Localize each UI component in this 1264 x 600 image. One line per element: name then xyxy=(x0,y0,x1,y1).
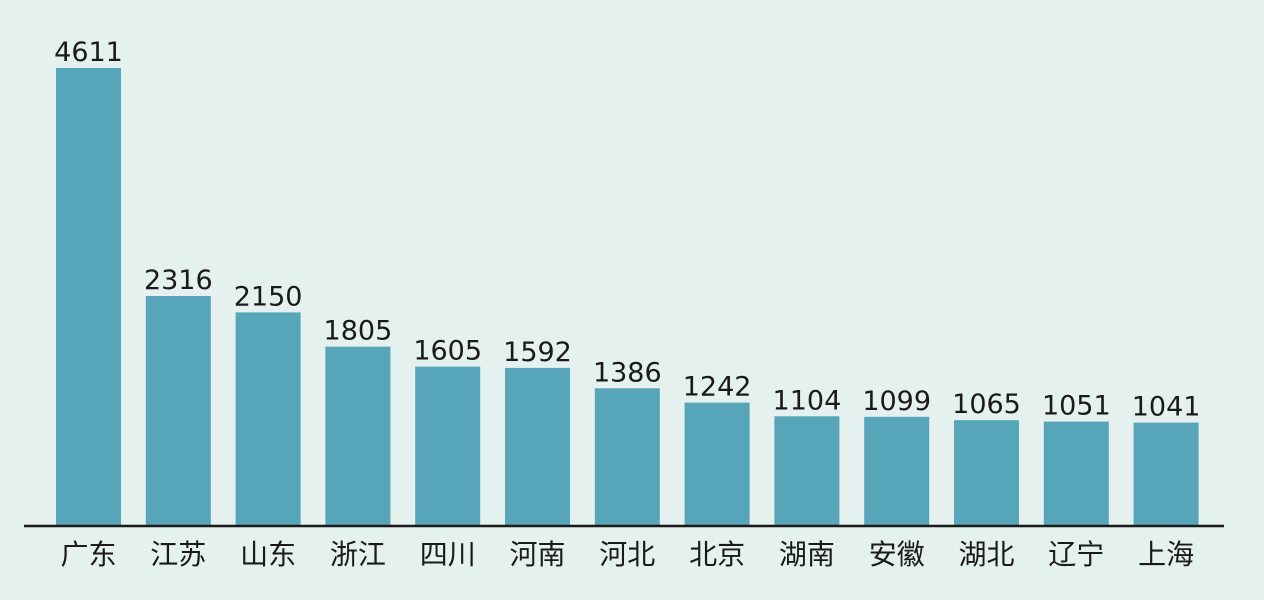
category-label: 湖南 xyxy=(779,538,835,571)
bar-11 xyxy=(954,420,1019,526)
value-label: 1099 xyxy=(862,386,931,417)
category-label: 辽宁 xyxy=(1048,538,1104,571)
category-label: 四川 xyxy=(420,538,476,571)
value-label: 1805 xyxy=(324,316,393,347)
value-label: 1242 xyxy=(683,372,752,403)
value-label: 1592 xyxy=(503,337,572,368)
value-label: 1051 xyxy=(1042,391,1111,422)
category-label: 江苏 xyxy=(150,538,206,571)
value-label: 4611 xyxy=(54,37,123,68)
category-label: 北京 xyxy=(689,538,745,571)
bar-10 xyxy=(864,416,930,526)
bar-4 xyxy=(325,346,391,526)
bar-1 xyxy=(56,68,121,526)
bar-9 xyxy=(774,416,840,526)
category-label: 广东 xyxy=(60,538,116,571)
value-label: 1104 xyxy=(773,385,842,416)
bar-6 xyxy=(505,367,570,526)
category-label: 河南 xyxy=(509,538,565,571)
category-label: 上海 xyxy=(1138,538,1194,571)
category-label: 山东 xyxy=(240,538,296,571)
bar-12 xyxy=(1043,421,1109,526)
bar-13 xyxy=(1133,422,1199,526)
category-label: 河北 xyxy=(599,538,655,571)
category-label: 安徽 xyxy=(869,538,925,571)
value-label: 1605 xyxy=(413,336,482,367)
value-label: 1386 xyxy=(593,357,662,388)
category-label: 湖北 xyxy=(958,538,1014,571)
bar-2 xyxy=(145,296,211,526)
category-label: 浙江 xyxy=(330,538,386,571)
value-label: 1041 xyxy=(1132,392,1201,423)
bar-3 xyxy=(235,312,301,526)
bar-8 xyxy=(684,402,750,526)
value-label: 2150 xyxy=(234,281,303,312)
value-labels-group: 4611 2316 2150 1805 1605 1592 1386 1242 1104 1099… xyxy=(54,37,1200,423)
bar-5 xyxy=(415,366,481,526)
value-label: 2316 xyxy=(144,265,213,296)
bars-group xyxy=(56,68,1199,526)
category-labels-group: 广东 江苏 山东 浙江 四川 河南 河北 北京 湖南 安徽 湖北 辽宁 上海 xyxy=(60,538,1194,571)
value-label: 1065 xyxy=(952,389,1021,420)
bar-7 xyxy=(594,388,660,526)
